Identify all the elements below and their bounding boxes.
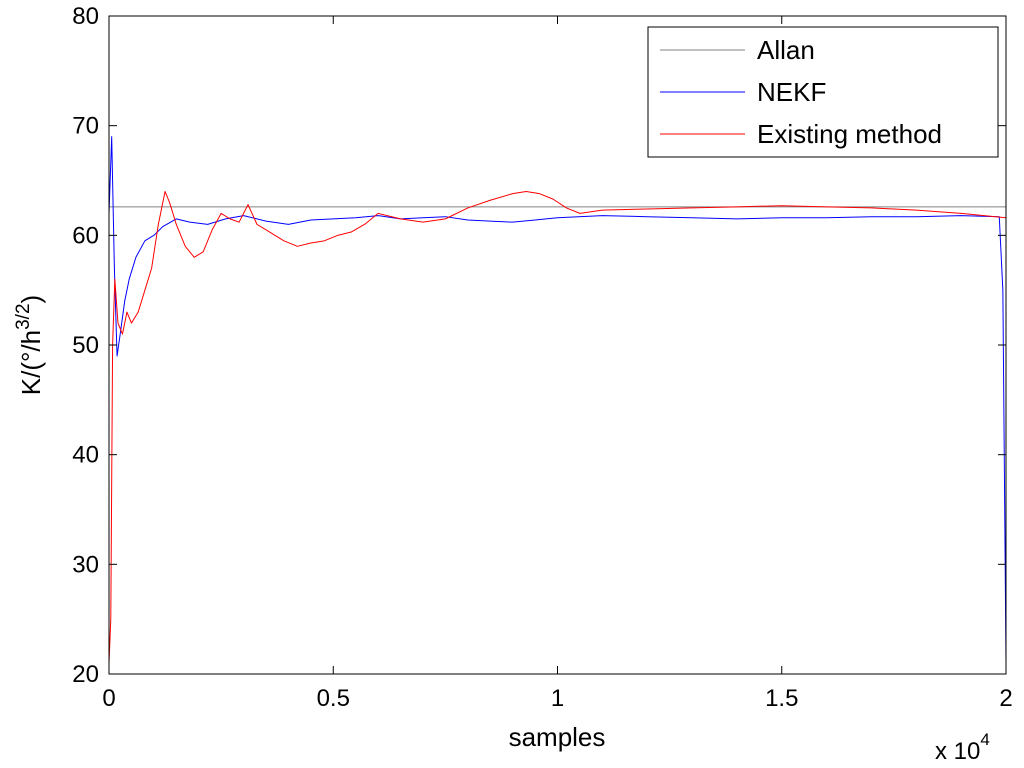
y-tick-label: 70: [72, 113, 99, 140]
y-tick-label: 40: [72, 442, 99, 469]
x-axis-multiplier: x 104: [935, 730, 990, 765]
legend-label-allan: Allan: [757, 35, 815, 65]
x-axis-label: samples: [509, 722, 606, 752]
y-tick-label: 60: [72, 222, 99, 249]
y-axis-label-base: K/(°/h: [16, 330, 46, 395]
series-line-existing-method: [108, 190, 1007, 664]
y-tick-label: 80: [72, 3, 99, 30]
legend-label-nekf: NEKF: [757, 77, 826, 107]
y-tick-label: 50: [72, 332, 99, 359]
x-tick-label: 0: [102, 685, 115, 712]
x-tick-label: 0.5: [317, 685, 350, 712]
series-layer: [108, 136, 1007, 664]
y-axis-label-exponent: 3/2: [13, 303, 34, 329]
legend-entries: Allan NEKF Existing method: [660, 35, 942, 149]
x-tick-label: 1: [551, 685, 564, 712]
y-axis-label-close: ): [16, 295, 46, 304]
x-axis-multiplier-base: x 10: [935, 738, 980, 765]
x-axis: 0 0.5 1 1.5 2: [102, 16, 1013, 712]
x-axis-multiplier-exponent: 4: [980, 730, 989, 749]
y-axis-label: K/(°/h3/2): [13, 295, 46, 395]
legend-label-existing-method: Existing method: [757, 119, 942, 149]
y-tick-label: 30: [72, 551, 99, 578]
x-tick-label: 2: [999, 685, 1012, 712]
legend: Allan NEKF Existing method: [647, 26, 999, 158]
x-tick-label: 1.5: [765, 685, 798, 712]
y-tick-label: 20: [72, 661, 99, 688]
y-axis: 20 30 40 50 60 70 80: [72, 3, 1006, 688]
series-line-nekf: [108, 136, 1007, 664]
